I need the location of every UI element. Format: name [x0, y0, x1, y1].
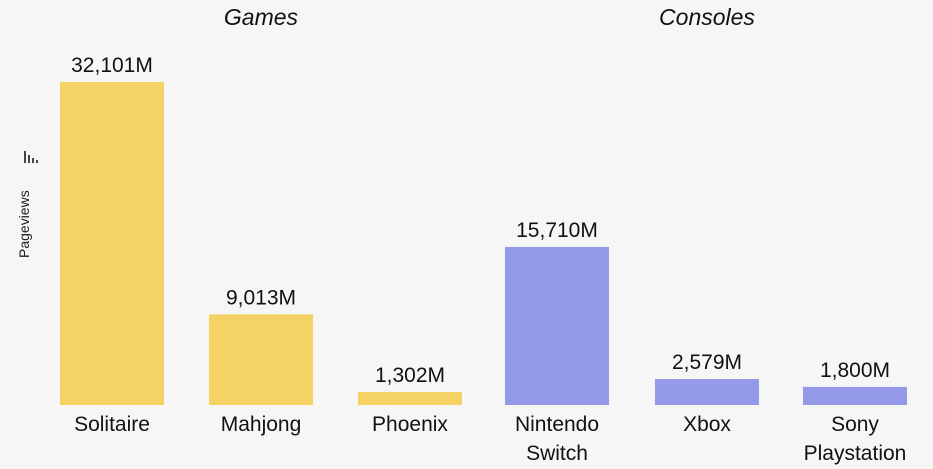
category-label: Mahjong	[221, 413, 302, 436]
category-label: Switch	[526, 442, 588, 465]
bar-0-2	[358, 391, 462, 405]
category-label: Nintendo	[515, 413, 599, 436]
category-label: Phoenix	[372, 413, 448, 436]
bar-1-0	[505, 246, 609, 405]
category-label: Xbox	[683, 413, 731, 436]
category-label: Playstation	[804, 442, 907, 465]
value-label: 1,302M	[375, 364, 445, 387]
value-label: 9,013M	[226, 286, 296, 309]
value-label: 2,579M	[672, 351, 742, 374]
bar-0-1	[209, 314, 313, 405]
bar-1-1	[655, 379, 759, 405]
category-label: Solitaire	[74, 413, 150, 436]
bar-chart-icon	[24, 151, 38, 163]
value-label: 32,101M	[71, 54, 153, 77]
value-label: 1,800M	[820, 359, 890, 382]
bar-1-2	[803, 386, 907, 405]
group-title-consoles: Consoles	[659, 4, 755, 30]
group-title-games: Games	[223, 4, 299, 30]
value-label: 15,710M	[516, 219, 598, 242]
category-label: Sony	[831, 413, 879, 436]
bar-0-0	[60, 82, 164, 405]
